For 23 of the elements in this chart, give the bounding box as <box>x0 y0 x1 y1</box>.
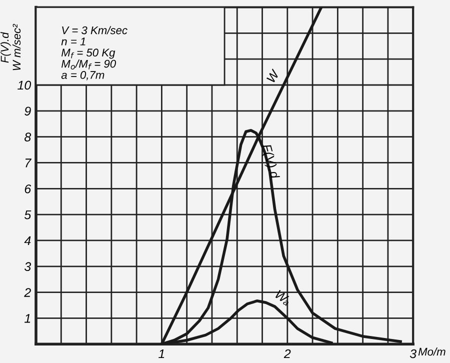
y-tick-label: 7 <box>25 158 32 168</box>
x-tick-label: 3 <box>410 349 416 358</box>
x-axis-title: Mo/m <box>418 347 446 356</box>
text: F(V).d <box>260 144 280 180</box>
y-tick-label: 2 <box>24 288 31 297</box>
y-tick-label: 8 <box>24 132 32 142</box>
text: Wₐ <box>274 290 292 306</box>
y-tick-label: 4 <box>24 236 31 246</box>
annotation: a = 0,7m <box>61 71 104 80</box>
annotation: M$_{f}$ = 50 Kg <box>61 48 116 59</box>
y-tick-label: 5 <box>24 210 32 220</box>
annotation: V = 3 Km/sec <box>62 26 128 34</box>
y-tick-label: 9 <box>24 106 31 116</box>
y-axis-title: F(V).d W m/sec² <box>0 24 21 70</box>
y-tick-label: 3 <box>24 262 32 272</box>
text: W <box>266 68 280 84</box>
annotation: M$_{o}$/M$_{f}$ = 90 <box>61 60 116 70</box>
annotation: n = 1 <box>61 38 86 46</box>
x-tick-label: 2 <box>284 349 291 358</box>
y-tick-label: 6 <box>24 184 32 194</box>
y-tick-label: 10 <box>18 80 32 90</box>
y-tick-label: 1 <box>24 314 30 323</box>
x-tick-label: 1 <box>158 349 164 358</box>
